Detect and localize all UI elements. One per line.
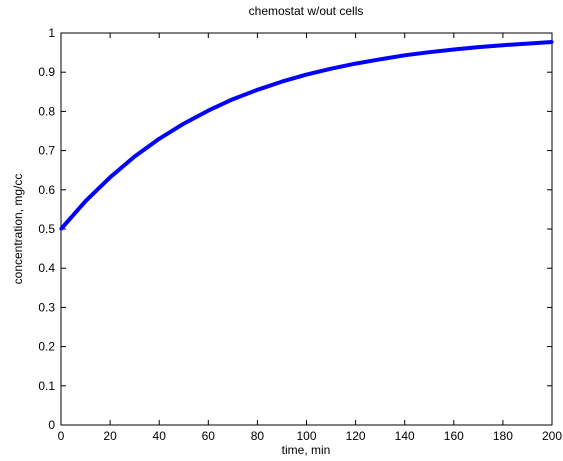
y-tick-label: 0.5	[38, 222, 55, 236]
x-tick-label: 180	[493, 429, 513, 443]
x-tick-label: 200	[542, 429, 562, 443]
x-tick-label: 80	[251, 429, 265, 443]
chart-title: chemostat w/out cells	[249, 4, 364, 18]
y-tick-label: 0.8	[38, 104, 55, 118]
data-point	[525, 41, 530, 46]
y-tick-label: 0.6	[38, 183, 55, 197]
y-tick-label: 0.1	[38, 379, 55, 393]
x-tick-label: 40	[153, 429, 167, 443]
y-tick-label: 0.4	[38, 261, 55, 275]
x-axis: 0 20 40 60 80 100 120 140 160 180 200	[58, 33, 562, 443]
x-tick-label: 0	[58, 429, 65, 443]
y-tick-label: 0.9	[38, 65, 55, 79]
x-tick-label: 100	[296, 429, 316, 443]
series-layer	[59, 40, 554, 231]
data-point	[329, 67, 333, 71]
data-point	[83, 199, 88, 203]
x-tick-label: 140	[395, 429, 415, 443]
y-axis-label: concentration, mg/cc	[11, 174, 25, 285]
data-point	[403, 53, 407, 57]
data-point	[501, 43, 505, 47]
y-tick-label: 1	[48, 26, 55, 40]
data-point	[378, 57, 382, 61]
data-point	[427, 50, 431, 54]
y-tick-label: 0	[48, 418, 55, 432]
y-tick-label: 0.2	[38, 340, 55, 354]
data-point	[182, 121, 186, 126]
plot-frame	[60, 32, 553, 426]
data-point	[354, 61, 358, 66]
data-point	[231, 97, 235, 101]
y-tick-label: 0.3	[38, 300, 55, 314]
x-tick-label: 160	[444, 429, 464, 443]
x-axis-label: time, min	[282, 443, 331, 457]
data-point	[206, 109, 210, 113]
x-tick-label: 60	[202, 429, 216, 443]
data-point	[452, 47, 456, 52]
data-point	[304, 72, 309, 77]
data-point	[550, 40, 554, 44]
data-point	[157, 137, 161, 141]
data-point	[59, 227, 63, 231]
y-tick-label: 0.7	[38, 144, 55, 158]
x-tick-label: 20	[103, 429, 117, 443]
data-point	[133, 154, 137, 159]
data-point	[476, 45, 480, 49]
plot-area	[60, 32, 553, 426]
data-point	[280, 80, 284, 84]
data-point	[255, 88, 259, 92]
data-point	[108, 175, 112, 179]
x-tick-label: 120	[346, 429, 366, 443]
y-axis: 0 0.1 0.2 0.3 0.4 0.5 0.6 0.7 0.8 0.9 1	[38, 26, 552, 432]
